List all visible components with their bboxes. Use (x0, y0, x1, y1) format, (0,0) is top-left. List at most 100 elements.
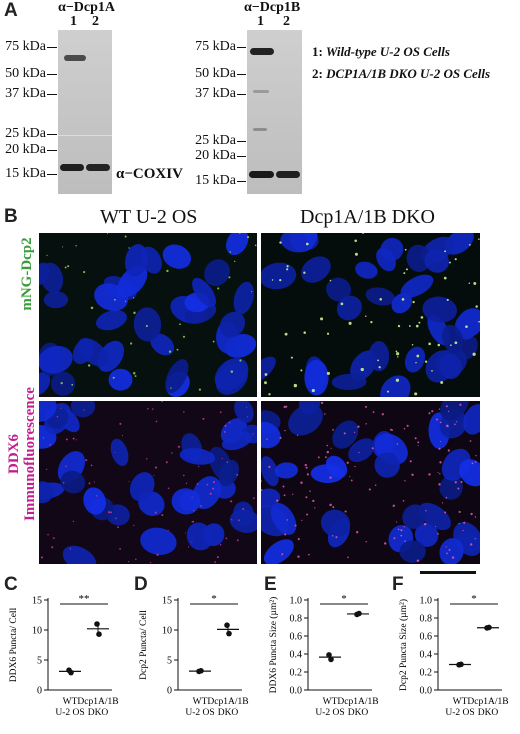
nucleus (441, 324, 464, 353)
nucleus (70, 401, 96, 418)
punctum (445, 405, 448, 408)
punctum (200, 505, 202, 507)
punctum (415, 361, 417, 364)
punctum (236, 473, 239, 476)
y-tick-label: 0.2 (420, 668, 433, 679)
punctum (40, 556, 44, 559)
nucleus (50, 371, 76, 396)
punctum (124, 300, 127, 302)
punctum (46, 468, 48, 471)
punctum (468, 282, 471, 285)
punctum (112, 376, 115, 379)
punctum (446, 424, 449, 428)
punctum (456, 421, 458, 423)
band-coxiv-lane2 (276, 171, 300, 178)
nucleus (43, 291, 69, 309)
nucleus (261, 488, 281, 508)
nucleus (298, 401, 321, 415)
punctum (252, 497, 255, 500)
nucleus (404, 346, 426, 373)
punctum (191, 541, 193, 543)
category-label: DKO (348, 708, 369, 718)
punctum (228, 421, 231, 424)
punctum (187, 546, 190, 548)
punctum (396, 443, 399, 445)
nucleus (424, 249, 449, 273)
punctum (212, 480, 216, 484)
punctum (374, 484, 377, 486)
nucleus (391, 292, 413, 314)
nucleus (83, 487, 106, 515)
punctum (246, 416, 249, 418)
punctum (67, 265, 70, 268)
punctum (425, 510, 427, 512)
punctum (238, 519, 240, 522)
punctum (171, 452, 173, 454)
punctum (72, 520, 75, 523)
nucleus (355, 261, 378, 279)
mw-marker: 50 kDa (195, 66, 236, 81)
y-tick-label: 1.0 (420, 596, 433, 607)
punctum (441, 502, 444, 504)
punctum (365, 405, 367, 408)
punctum (365, 541, 367, 543)
punctum (411, 344, 414, 346)
punctum (198, 465, 200, 468)
punctum (242, 507, 245, 510)
punctum (396, 352, 400, 356)
punctum (471, 462, 474, 465)
punctum (435, 525, 437, 527)
punctum (168, 350, 172, 353)
punctum (459, 403, 462, 406)
punctum (56, 415, 59, 418)
punctum (320, 317, 324, 321)
y-tick-label: 0.6 (420, 632, 433, 643)
punctum (343, 432, 346, 435)
blot2-lane-1: 1 (257, 14, 264, 29)
nucleus (374, 452, 400, 478)
panel-label-e: E (264, 574, 277, 595)
punctum (178, 445, 181, 448)
punctum (293, 383, 298, 388)
data-point (356, 610, 362, 617)
punctum (444, 250, 447, 253)
punctum (135, 558, 137, 560)
column-title-wt: WT U-2 OS (100, 206, 198, 228)
punctum (300, 369, 303, 372)
punctum (470, 543, 473, 546)
punctum (365, 315, 367, 318)
punctum (209, 492, 212, 495)
nucleus (261, 421, 281, 449)
nucleus (439, 353, 462, 380)
punctum (83, 409, 85, 411)
nucleus (125, 244, 148, 277)
punctum (463, 521, 466, 524)
y-tick-label: 0.4 (420, 650, 433, 661)
nucleus (226, 233, 249, 256)
legend-item-wt: 1: Wild-type U-2 OS Cells (312, 44, 450, 59)
punctum (448, 548, 451, 551)
punctum (446, 552, 448, 555)
punctum (454, 481, 457, 484)
punctum (416, 354, 420, 358)
punctum (179, 323, 181, 326)
punctum (458, 510, 461, 514)
punctum (52, 537, 55, 540)
nucleus (60, 470, 86, 494)
nucleus (326, 277, 352, 302)
punctum (438, 483, 441, 486)
punctum (370, 321, 373, 324)
y-tick-label: 0.4 (290, 650, 303, 661)
punctum (166, 269, 169, 273)
punctum (132, 297, 135, 299)
nucleus (39, 481, 54, 504)
y-tick-label: 0 (167, 686, 172, 697)
punctum (448, 261, 451, 264)
punctum (71, 383, 74, 386)
punctum (261, 480, 262, 482)
punctum (156, 553, 159, 556)
nucleus (221, 431, 253, 451)
punctum (114, 451, 116, 453)
punctum (150, 561, 152, 564)
nucleus (171, 488, 201, 515)
